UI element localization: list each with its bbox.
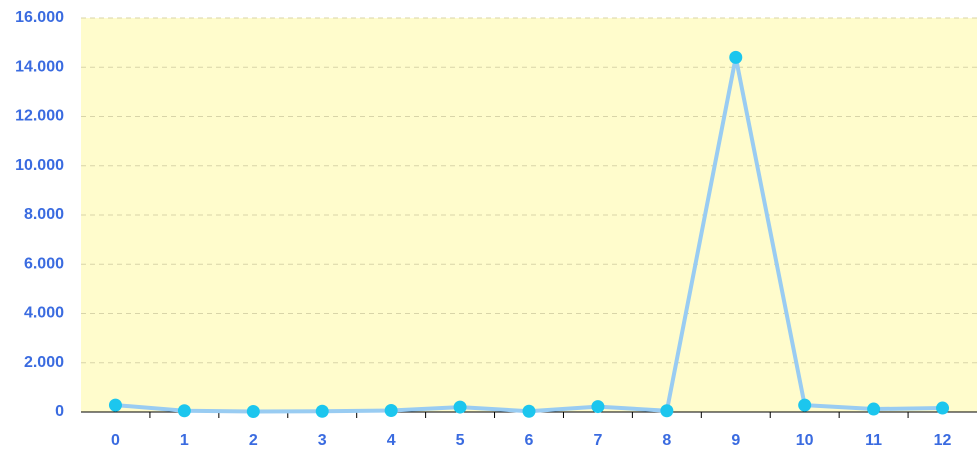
point [798, 398, 812, 412]
x-tick-label: 9 [731, 432, 740, 449]
point [108, 398, 122, 412]
point [453, 400, 467, 414]
point [246, 405, 260, 419]
y-tick-label: 16.000 [15, 9, 64, 26]
x-tick-label: 6 [525, 432, 534, 449]
plot-background [81, 18, 977, 412]
y-tick-label: 4.000 [24, 305, 64, 322]
point [936, 401, 950, 415]
y-tick-label: 14.000 [15, 58, 64, 75]
x-tick-label: 4 [387, 432, 396, 449]
point [522, 404, 536, 418]
point [660, 404, 674, 418]
y-tick-label: 8.000 [24, 206, 64, 223]
y-tick-label: 6.000 [24, 255, 64, 272]
x-tick-label: 8 [662, 432, 671, 449]
point [867, 402, 881, 416]
point [177, 404, 191, 418]
point [384, 404, 398, 418]
x-tick-label: 0 [111, 432, 120, 449]
x-tick-label: 3 [318, 432, 327, 449]
x-tick-label: 7 [593, 432, 602, 449]
x-tick-label: 11 [865, 432, 882, 449]
x-tick-label: 5 [456, 432, 465, 449]
point [729, 50, 743, 64]
x-tick-label: 12 [934, 432, 952, 449]
point [315, 404, 329, 418]
y-tick-label: 0 [55, 403, 64, 420]
y-tick-label: 10.000 [15, 157, 64, 174]
y-tick-label: 2.000 [24, 354, 64, 371]
x-tick-label: 10 [796, 432, 814, 449]
point [591, 400, 605, 414]
x-tick-label: 2 [249, 432, 258, 449]
y-tick-label: 12.000 [15, 108, 64, 125]
x-tick-label: 1 [180, 432, 189, 449]
